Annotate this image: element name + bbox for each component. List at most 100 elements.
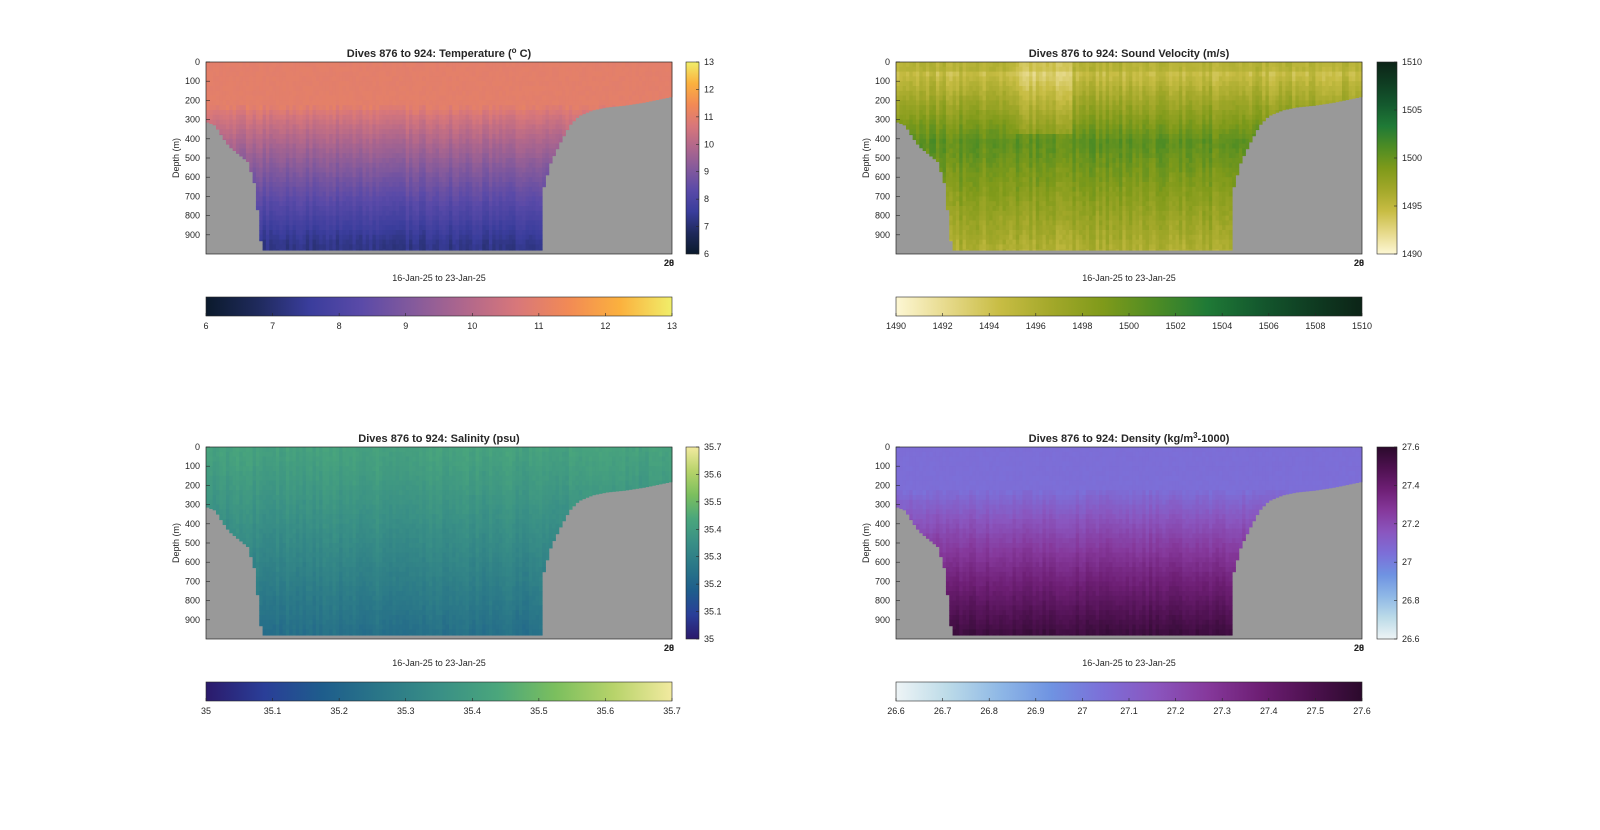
data-cell (478, 220, 483, 226)
data-cell (462, 153, 467, 159)
data-cell (488, 186, 493, 192)
data-cell (285, 153, 290, 159)
data-cell (635, 95, 640, 101)
data-cell (979, 158, 983, 164)
data-cell (329, 182, 333, 188)
data-cell (269, 167, 273, 173)
data-cell (465, 234, 470, 240)
data-cell (319, 177, 323, 183)
data-cell (512, 196, 516, 202)
data-cell (332, 134, 337, 140)
data-cell (458, 148, 463, 154)
data-cell (552, 143, 556, 149)
data-cell (535, 244, 540, 250)
data-cell (335, 62, 340, 68)
data-cell (299, 234, 303, 240)
data-cell (458, 143, 463, 149)
data-cell (255, 119, 260, 125)
data-cell (475, 129, 480, 135)
data-cell (955, 129, 960, 135)
data-cell (352, 76, 357, 82)
data-cell (972, 105, 977, 111)
data-cell (475, 119, 480, 125)
data-cell (495, 191, 500, 197)
data-cell (389, 158, 393, 164)
data-cell (985, 158, 990, 164)
data-cell (485, 239, 490, 245)
data-cell (402, 110, 407, 116)
data-cell (939, 162, 943, 168)
data-cell (245, 153, 250, 159)
data-cell (949, 206, 953, 212)
data-cell (475, 172, 480, 178)
data-cell (538, 215, 543, 221)
data-cell (439, 220, 443, 226)
data-cell (512, 129, 516, 135)
data-cell (262, 162, 267, 168)
data-cell (552, 86, 556, 92)
data-cell (528, 71, 533, 77)
data-cell (535, 220, 540, 226)
data-cell (209, 119, 214, 124)
data-cell (375, 62, 380, 68)
data-cell (429, 196, 433, 202)
data-cell (528, 210, 533, 216)
data-cell (332, 186, 337, 192)
data-cell (585, 81, 590, 87)
data-cell (206, 62, 210, 68)
data-cell (472, 148, 477, 154)
data-cell (355, 114, 360, 120)
data-cell (452, 182, 457, 188)
data-cell (352, 234, 357, 240)
data-cell (448, 62, 453, 68)
data-cell (379, 76, 383, 82)
data-cell (932, 62, 937, 68)
data-cell (262, 90, 267, 96)
data-cell (355, 225, 360, 231)
data-cell (502, 206, 506, 212)
data-cell (305, 95, 310, 101)
data-cell (345, 186, 350, 192)
data-cell (972, 143, 977, 149)
data-cell (518, 186, 523, 192)
data-cell (465, 110, 470, 116)
data-cell (412, 206, 417, 212)
data-cell (508, 239, 513, 245)
data-cell (448, 134, 453, 140)
data-cell (419, 220, 423, 226)
data-cell (969, 191, 973, 197)
data-cell (369, 182, 373, 188)
data-cell (419, 230, 423, 236)
data-cell (239, 66, 244, 72)
data-cell (949, 66, 953, 72)
data-cell (319, 134, 323, 140)
data-cell (552, 105, 556, 111)
data-cell (448, 206, 453, 212)
data-cell (518, 129, 523, 135)
data-cell (309, 234, 313, 240)
data-cell (468, 172, 473, 178)
data-cell (909, 90, 914, 96)
data-cell (299, 239, 303, 245)
data-cell (508, 119, 513, 125)
data-cell (952, 215, 957, 221)
data-cell (495, 66, 500, 72)
data-cell (482, 191, 486, 197)
data-cell (668, 95, 673, 98)
data-cell (622, 66, 626, 72)
data-cell (488, 206, 493, 212)
data-cell (448, 244, 453, 250)
data-cell (462, 119, 467, 125)
data-cell (219, 134, 224, 136)
data-cell (972, 134, 977, 140)
data-cell (229, 134, 234, 140)
data-cell (382, 148, 387, 154)
data-cell (252, 110, 257, 116)
data-cell (292, 220, 297, 226)
data-cell (389, 143, 393, 149)
data-cell (272, 143, 277, 149)
data-cell (458, 234, 463, 240)
data-cell (896, 95, 900, 101)
data-cell (482, 196, 486, 202)
data-cell (415, 66, 420, 72)
